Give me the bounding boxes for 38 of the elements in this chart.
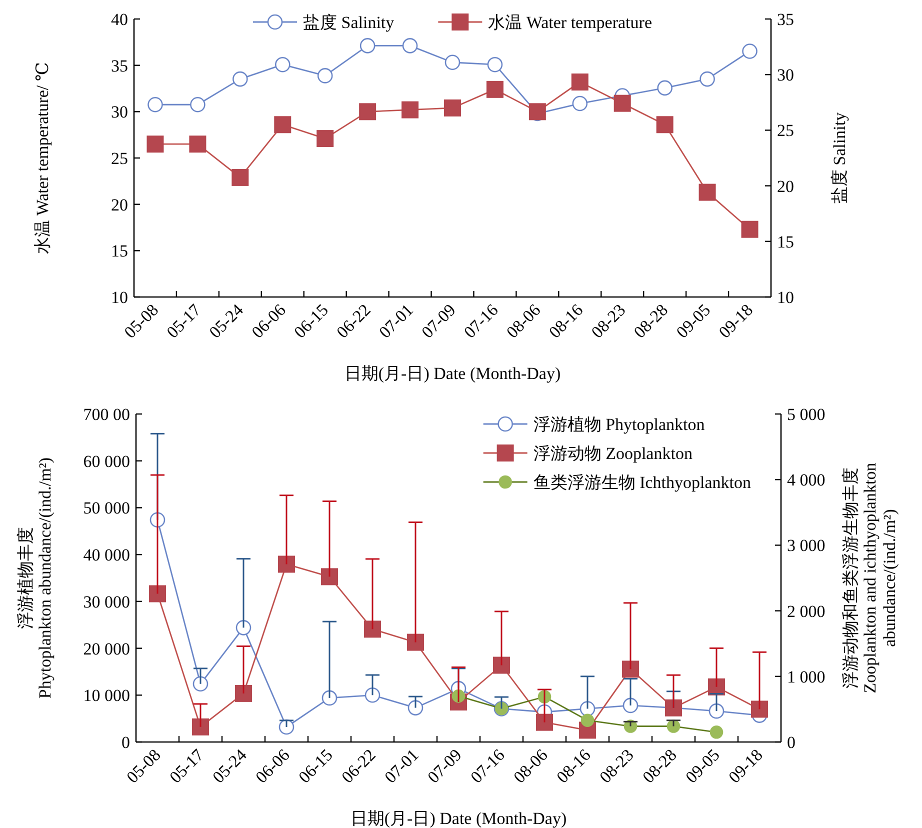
- y-tick-label: 10: [111, 288, 128, 307]
- y2-tick-label: 1 000: [787, 667, 826, 686]
- legend-label: 浮游植物 Phytoplankton: [533, 415, 706, 434]
- legend-label: 鱼类浮游生物 Ichthyoplankton: [533, 473, 752, 492]
- y-tick-label: 30: [111, 102, 128, 122]
- y-tick-label: 40 000: [83, 546, 130, 565]
- y2-tick-label: 10: [777, 288, 794, 307]
- y2-axis-title: 浮游动物和鱼类浮游生物丰度 Zooplankton and ichthyoplankton abundance/(ind./m²): [840, 462, 899, 694]
- y-tick-label: 20: [111, 195, 128, 214]
- y-tick-label: 10 000: [83, 686, 130, 706]
- y-axis-title: 浮游植物丰度 Phytoplankton abundance/(ind./m²): [16, 457, 54, 699]
- y-tick-label: 700 00: [83, 405, 130, 424]
- y-tick-label: 50 000: [83, 498, 130, 518]
- y2-tick-label: 30: [777, 66, 794, 85]
- y2-axis-title: 盐度 Salinity: [830, 112, 849, 204]
- y2-tick-label: 5 000: [787, 405, 826, 424]
- legend-label: 水温 Water temperature: [488, 13, 652, 32]
- y-tick-label: 15: [111, 242, 128, 261]
- y-tick-label: 30 000: [83, 592, 130, 612]
- x-axis-title: 日期(月-日) Date (Month-Day): [350, 809, 567, 828]
- y2-tick-label: 4 000: [787, 470, 826, 490]
- y-axis-title: 水温 Water temperature/ ℃: [33, 62, 52, 254]
- y-tick-label: 35: [111, 56, 128, 76]
- y2-tick-label: 20: [777, 176, 794, 196]
- y-tick-label: 60 000: [83, 452, 130, 471]
- y-tick-label: 0: [122, 733, 130, 752]
- y2-tick-label: 35: [777, 10, 794, 29]
- y2-tick-label: 3 000: [787, 536, 826, 556]
- x-axis-title: 日期(月-日) Date (Month-Day): [344, 364, 561, 383]
- y-tick-label: 25: [111, 149, 128, 168]
- y2-tick-label: 2 000: [787, 602, 826, 621]
- legend-label: 盐度 Salinity: [303, 13, 395, 32]
- legend-label: 浮游动物 Zooplankton: [533, 444, 693, 463]
- y-tick-label: 20 000: [83, 639, 130, 658]
- y-tick-label: 40: [111, 10, 128, 29]
- y2-tick-label: 0: [787, 733, 796, 752]
- y2-tick-label: 15: [777, 232, 794, 252]
- y2-tick-label: 25: [777, 121, 794, 140]
